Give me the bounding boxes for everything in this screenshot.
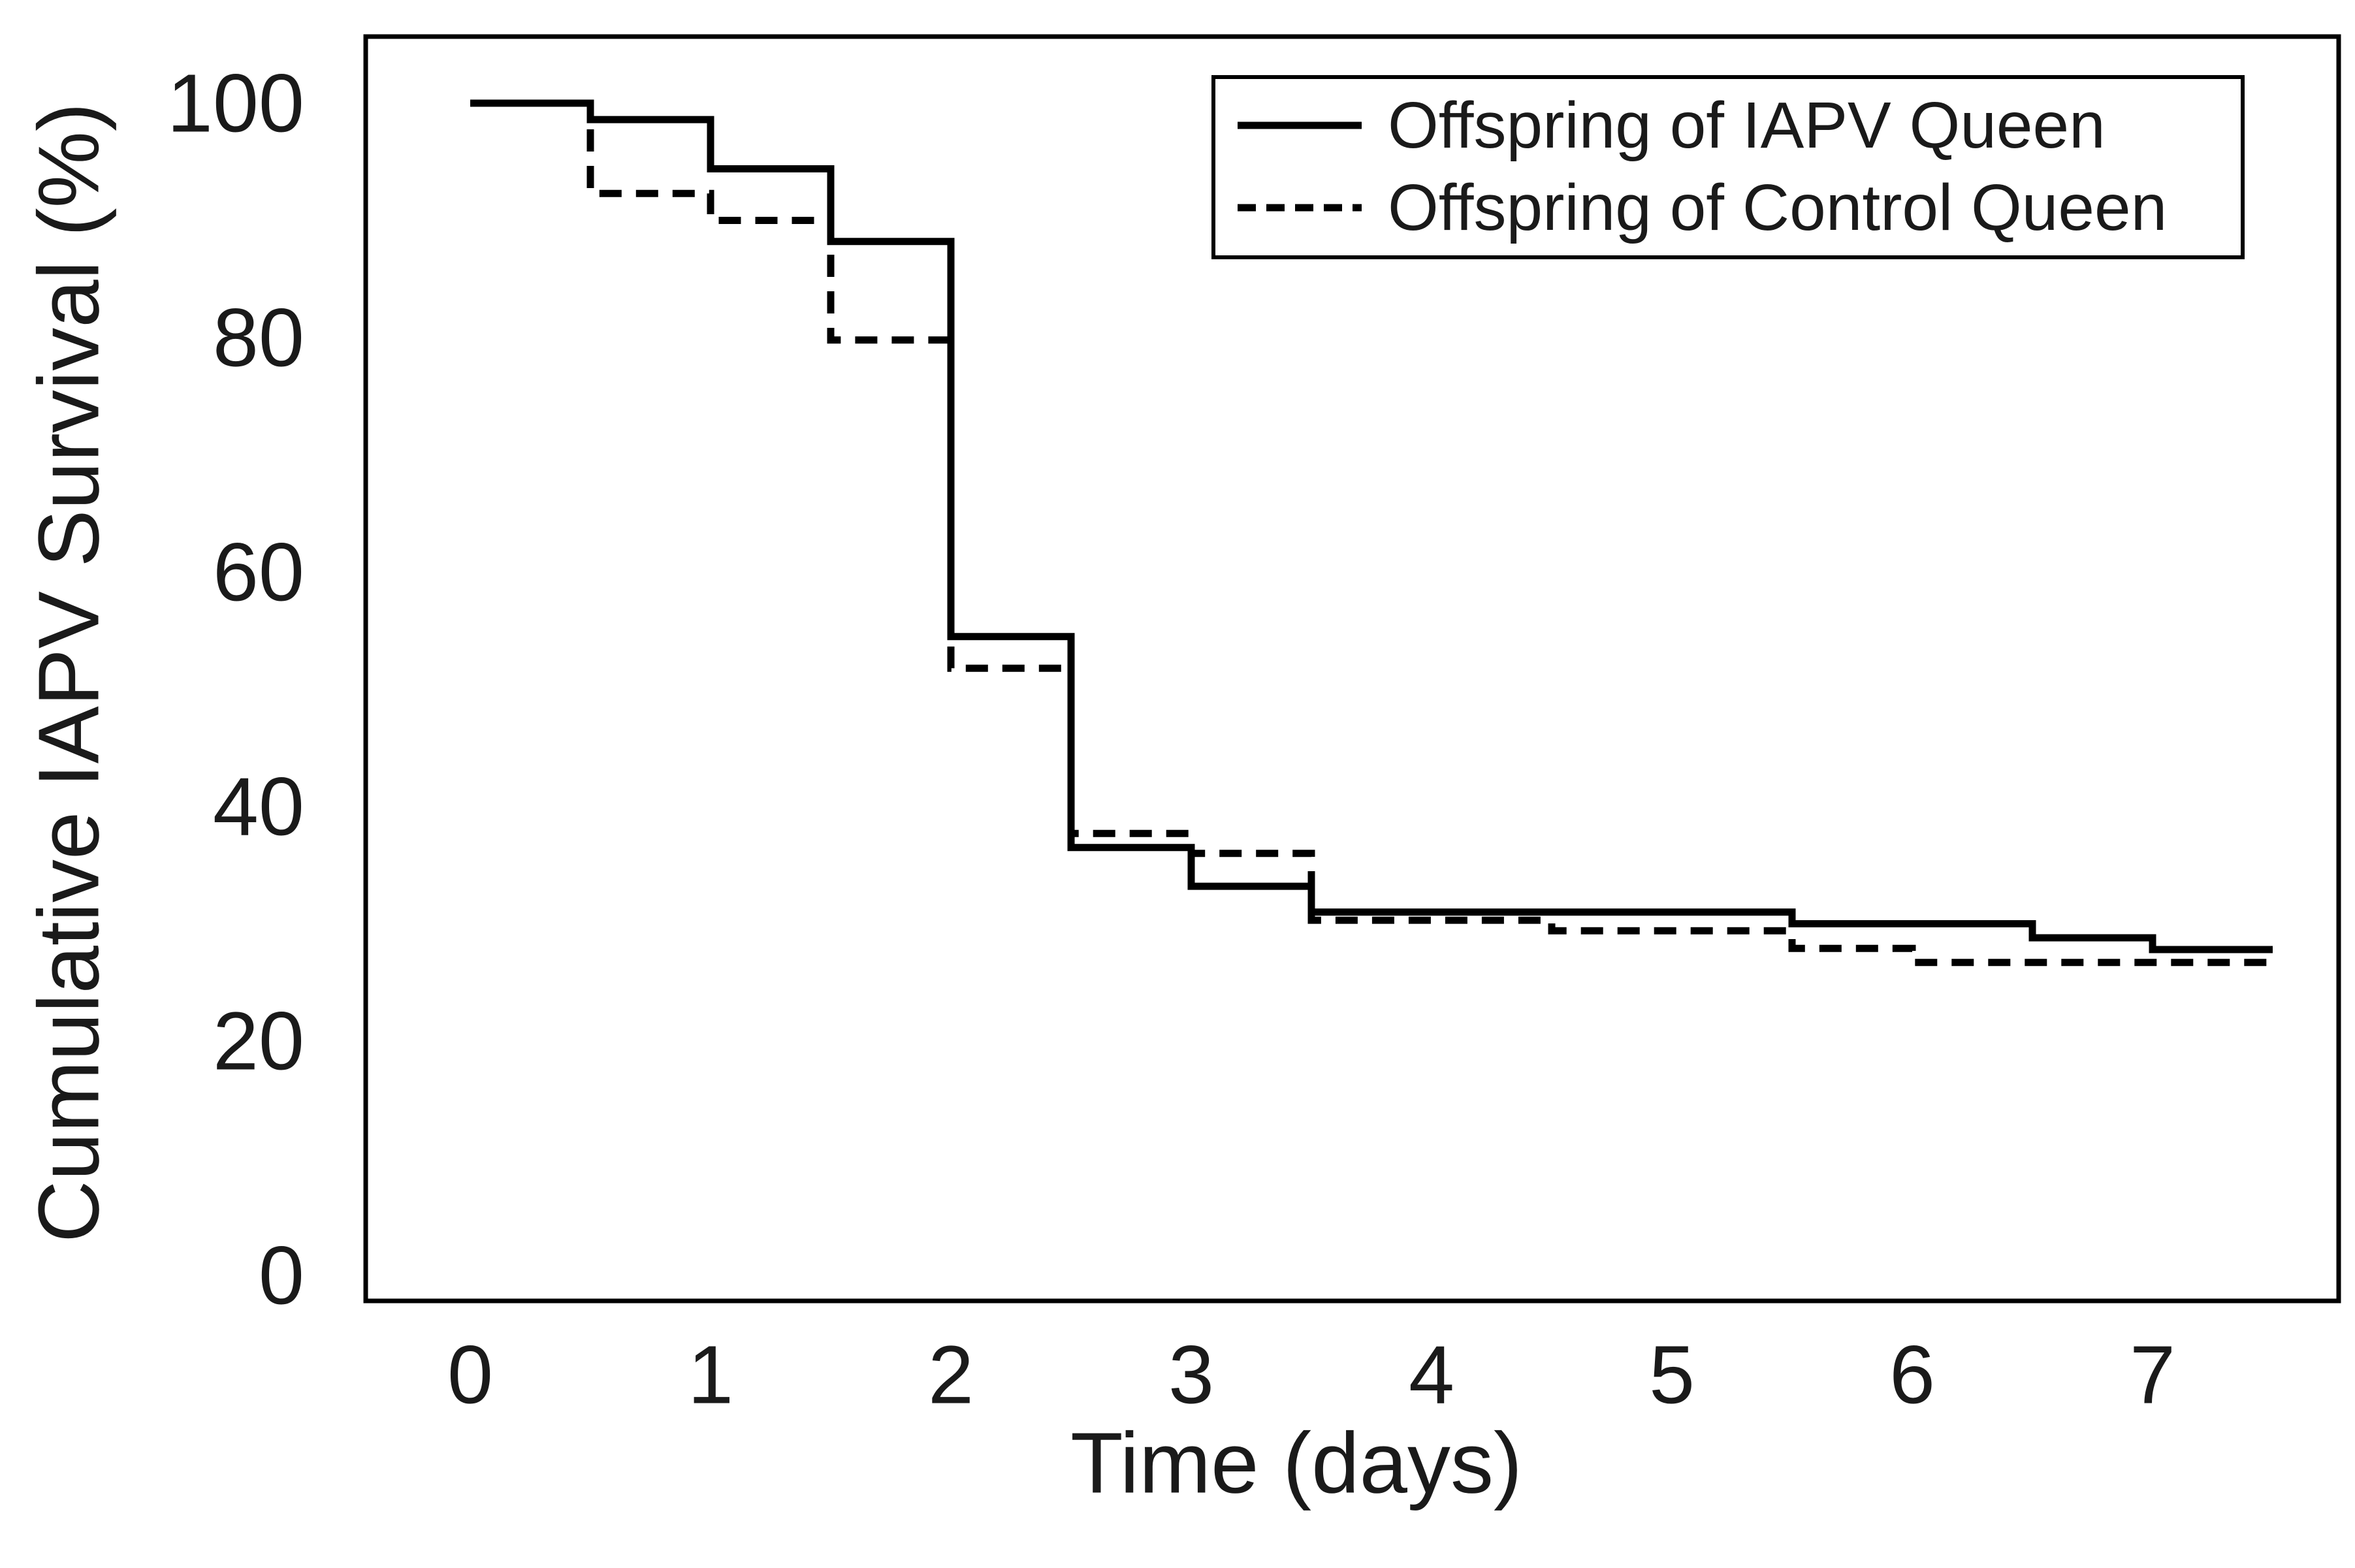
x-tick-label: 1 [688, 1329, 733, 1421]
legend-border [1211, 75, 2245, 259]
y-tick-label: 80 [213, 292, 304, 384]
control-curve [470, 99, 2273, 967]
iapv-curve [470, 99, 2273, 953]
plot-area-border [363, 34, 2341, 1304]
x-tick-label: 0 [447, 1329, 493, 1421]
y-axis-title: Cumulative IAPV Survival (%) [21, 103, 117, 1243]
y-axis-tick-labels: 100 80 60 40 20 0 [167, 57, 304, 1322]
x-axis-tick-labels: 0 1 2 3 4 5 6 7 [447, 1329, 2175, 1421]
y-tick-label: 40 [213, 761, 304, 853]
x-tick-label: 5 [1649, 1329, 1695, 1421]
x-axis-title: Time (days) [1070, 1415, 1522, 1511]
x-tick-label: 6 [1889, 1329, 1935, 1421]
legend-label-control: Offspring of Control Queen [1388, 171, 2167, 244]
y-tick-label: 60 [213, 526, 304, 618]
y-tick-label: 0 [259, 1230, 304, 1322]
y-tick-label: 20 [213, 995, 304, 1087]
legend-label-iapv: Offspring of IAPV Queen [1388, 89, 2106, 162]
x-tick-label: 4 [1409, 1329, 1454, 1421]
x-tick-label: 2 [928, 1329, 974, 1421]
x-tick-label: 3 [1168, 1329, 1214, 1421]
legend: Offspring of IAPV Queen Offspring of Con… [1211, 75, 2245, 259]
x-tick-label: 7 [2130, 1329, 2175, 1421]
y-tick-label: 100 [167, 57, 304, 150]
